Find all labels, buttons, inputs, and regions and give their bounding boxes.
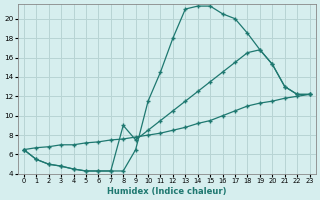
- X-axis label: Humidex (Indice chaleur): Humidex (Indice chaleur): [107, 187, 227, 196]
